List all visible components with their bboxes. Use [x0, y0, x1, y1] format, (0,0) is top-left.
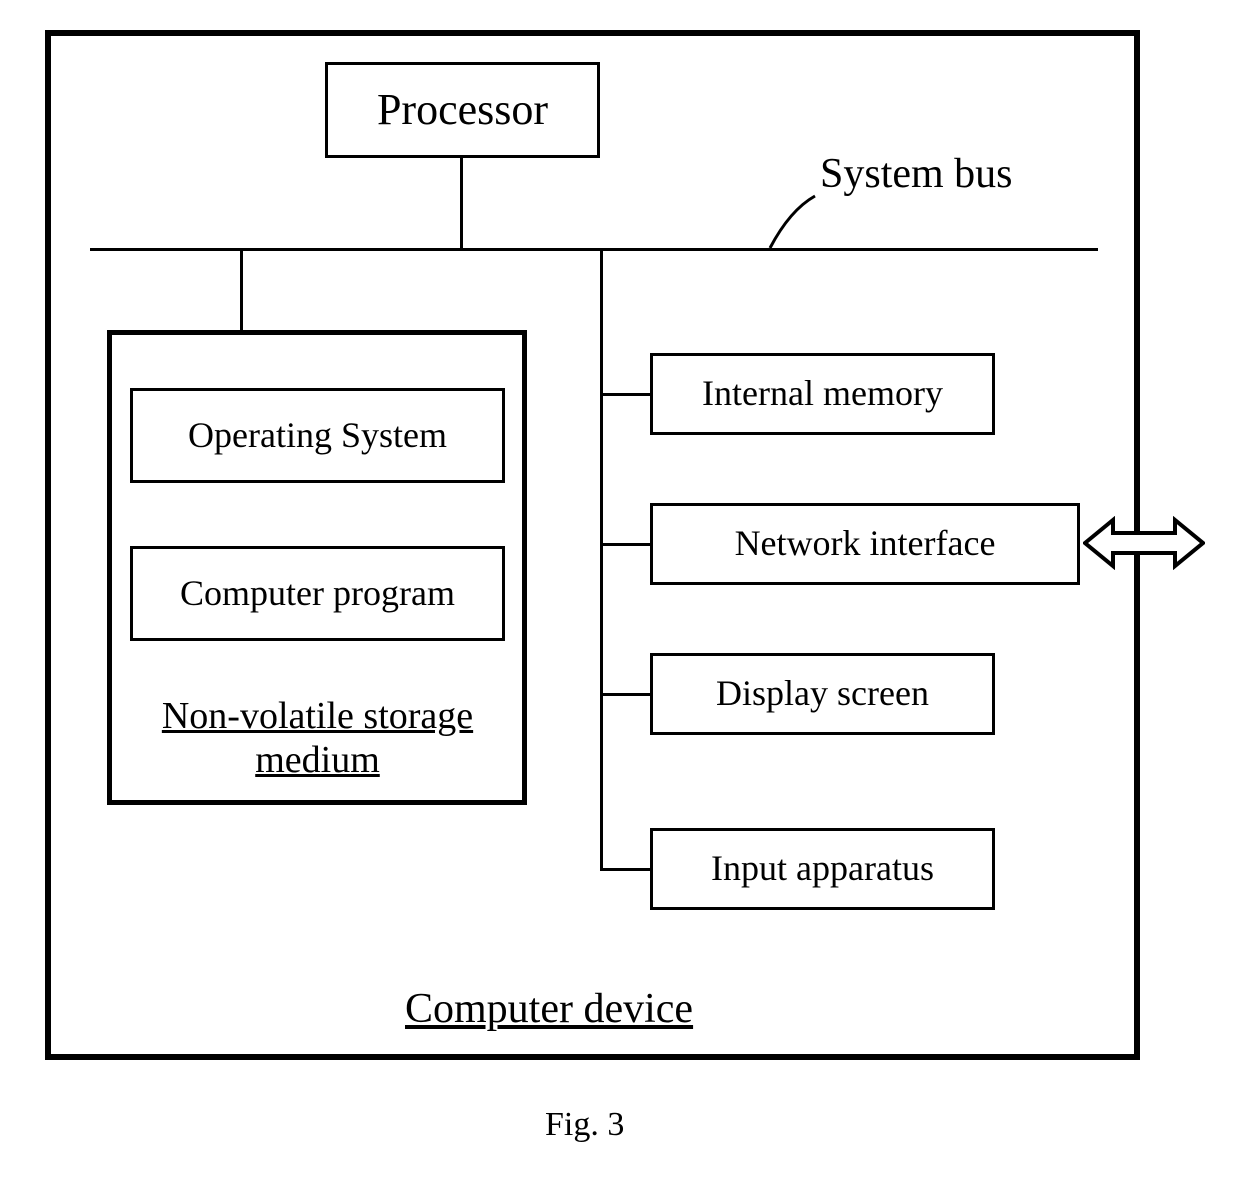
- computer-program-label: Computer program: [180, 573, 455, 614]
- operating-system-label: Operating System: [188, 415, 447, 456]
- connector-input-apparatus: [600, 868, 650, 871]
- connector-network-interface: [600, 543, 650, 546]
- system-bus-label: System bus: [820, 150, 1013, 198]
- connector-internal-memory: [600, 393, 650, 396]
- double-arrow-icon: [1083, 516, 1205, 570]
- network-interface-label: Network interface: [735, 523, 996, 564]
- display-screen-label: Display screen: [716, 673, 929, 714]
- connector-bus-storage: [240, 248, 243, 330]
- internal-memory-label: Internal memory: [702, 373, 943, 414]
- diagram-canvas: Computer device Processor System bus Non…: [0, 0, 1239, 1188]
- display-screen-box: Display screen: [650, 653, 995, 735]
- input-apparatus-label: Input apparatus: [711, 848, 934, 889]
- internal-memory-box: Internal memory: [650, 353, 995, 435]
- network-interface-box: Network interface: [650, 503, 1080, 585]
- input-apparatus-box: Input apparatus: [650, 828, 995, 910]
- operating-system-box: Operating System: [130, 388, 505, 483]
- figure-caption: Fig. 3: [545, 1105, 624, 1144]
- storage-medium-label: Non-volatile storagemedium: [150, 695, 485, 782]
- connector-display-screen: [600, 693, 650, 696]
- connector-bus-right: [600, 248, 603, 870]
- computer-program-box: Computer program: [130, 546, 505, 641]
